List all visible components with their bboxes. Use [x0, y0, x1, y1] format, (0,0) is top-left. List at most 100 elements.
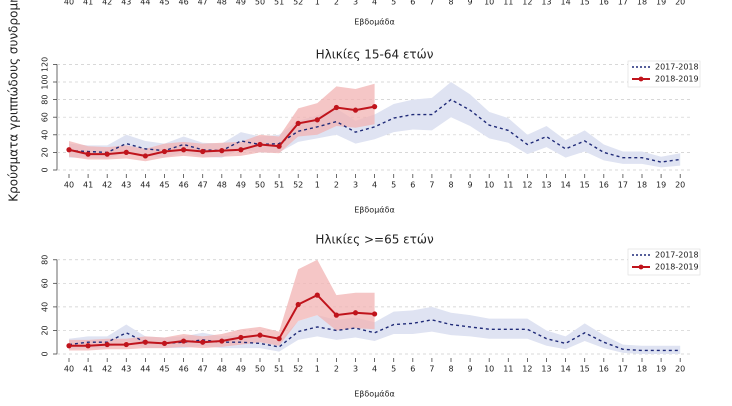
series-marker [333, 104, 339, 111]
x-tick-label: 47 [198, 181, 208, 190]
x-tick-label: 42 [102, 181, 112, 190]
y-tick-label: 40 [41, 130, 50, 140]
x-tick-label: 40 [64, 181, 74, 190]
series-marker [181, 338, 187, 344]
x-tick-label: 1 [315, 365, 320, 374]
series-line [68, 319, 681, 352]
x-tick-label: 17 [618, 181, 628, 190]
x-tick-label: 3 [353, 0, 358, 7]
x-tick-label: 52 [293, 0, 303, 7]
series-marker [314, 292, 320, 298]
legend-marker [638, 264, 644, 270]
x-tick-label: 51 [274, 181, 284, 190]
series-line [68, 98, 681, 163]
x-tick-label: 50 [255, 181, 265, 190]
legend-box [627, 60, 701, 88]
x-tick-label: 18 [637, 365, 647, 374]
x-tick-label: 48 [217, 0, 227, 7]
x-tick-label: 47 [198, 0, 208, 7]
x-tick-label: 9 [468, 181, 473, 190]
x-tick-label: 11 [503, 0, 513, 7]
y-tick-label: 80 [41, 255, 50, 265]
x-tick-label: 5 [391, 181, 396, 190]
series-marker [238, 147, 244, 153]
x-tick-label: 15 [580, 181, 590, 190]
series-marker [66, 147, 72, 153]
x-tick-label: 18 [637, 181, 647, 190]
x-tick-label: 15 [580, 0, 590, 7]
series-marker [238, 334, 244, 341]
x-tick-label: 9 [468, 365, 473, 374]
x-tick-label: 2 [334, 0, 339, 7]
y-tick-label: 0 [41, 351, 50, 356]
x-tick-label: 52 [293, 181, 303, 190]
confidence-band [69, 259, 375, 351]
x-tick-label: 12 [522, 0, 532, 7]
x-tick-label: 45 [159, 0, 169, 7]
series-marker [257, 141, 263, 148]
x-tick-label: 7 [429, 181, 434, 190]
x-tick-label: 14 [561, 181, 571, 190]
series-marker [257, 332, 263, 338]
x-tick-label: 10 [484, 0, 494, 7]
x-axis-label: Εβδομάδα [354, 206, 394, 215]
x-tick-label: 14 [561, 0, 571, 7]
x-tick-label: 52 [293, 365, 303, 374]
x-tick-label: 40 [64, 0, 74, 7]
x-tick-label: 19 [656, 365, 666, 374]
x-tick-label: 19 [656, 181, 666, 190]
series-marker [161, 148, 168, 155]
x-tick-label: 12 [522, 365, 532, 374]
series-marker [85, 343, 91, 349]
series-marker [219, 148, 225, 154]
x-tick-label: 4 [372, 365, 377, 374]
x-tick-label: 51 [274, 0, 284, 7]
x-tick-label: 10 [484, 365, 494, 374]
x-tick-label: 16 [599, 365, 609, 374]
x-tick-label: 48 [217, 181, 227, 190]
x-tick-label: 6 [410, 0, 415, 7]
x-tick-label: 1 [315, 0, 320, 7]
y-tick-label: 60 [41, 278, 50, 288]
legend-marker [638, 76, 644, 82]
x-tick-label: 16 [599, 0, 609, 7]
x-tick-label: 45 [159, 365, 169, 374]
series-marker [295, 301, 301, 308]
y-tick-label: 20 [41, 325, 50, 335]
x-tick-label: 50 [255, 365, 265, 374]
x-tick-label: 46 [179, 365, 189, 374]
x-tick-label: 49 [236, 365, 246, 374]
x-tick-label: 44 [140, 181, 150, 190]
series-marker [104, 341, 110, 348]
x-tick-label: 43 [121, 181, 131, 190]
y-tick-label: 60 [41, 112, 50, 122]
x-tick-label: 17 [618, 365, 628, 374]
series-marker [372, 104, 378, 110]
x-tick-label: 43 [121, 365, 131, 374]
x-tick-label: 47 [198, 365, 208, 374]
y-tick-label: 120 [41, 57, 50, 72]
series-marker [276, 336, 282, 342]
series-marker [85, 151, 91, 157]
series-marker [123, 341, 129, 348]
x-tick-label: 6 [410, 365, 415, 374]
series-marker [333, 312, 339, 318]
series-marker [181, 147, 187, 153]
legend-box [627, 248, 701, 276]
y-tick-label: 100 [41, 74, 50, 89]
x-tick-label: 4 [372, 181, 377, 190]
x-tick-label: 7 [429, 0, 434, 7]
x-tick-label: 44 [140, 365, 150, 374]
x-tick-label: 16 [599, 181, 609, 190]
x-tick-label: 48 [217, 365, 227, 374]
series-marker [352, 310, 359, 316]
x-tick-label: 19 [656, 0, 666, 7]
x-tick-label: 13 [541, 0, 551, 7]
series-marker [314, 117, 320, 123]
x-tick-label: 7 [429, 365, 434, 374]
series-marker [352, 107, 359, 113]
x-tick-label: 11 [503, 181, 513, 190]
legend-label: 2017-2018 [655, 63, 699, 72]
x-tick-label: 50 [255, 0, 265, 7]
